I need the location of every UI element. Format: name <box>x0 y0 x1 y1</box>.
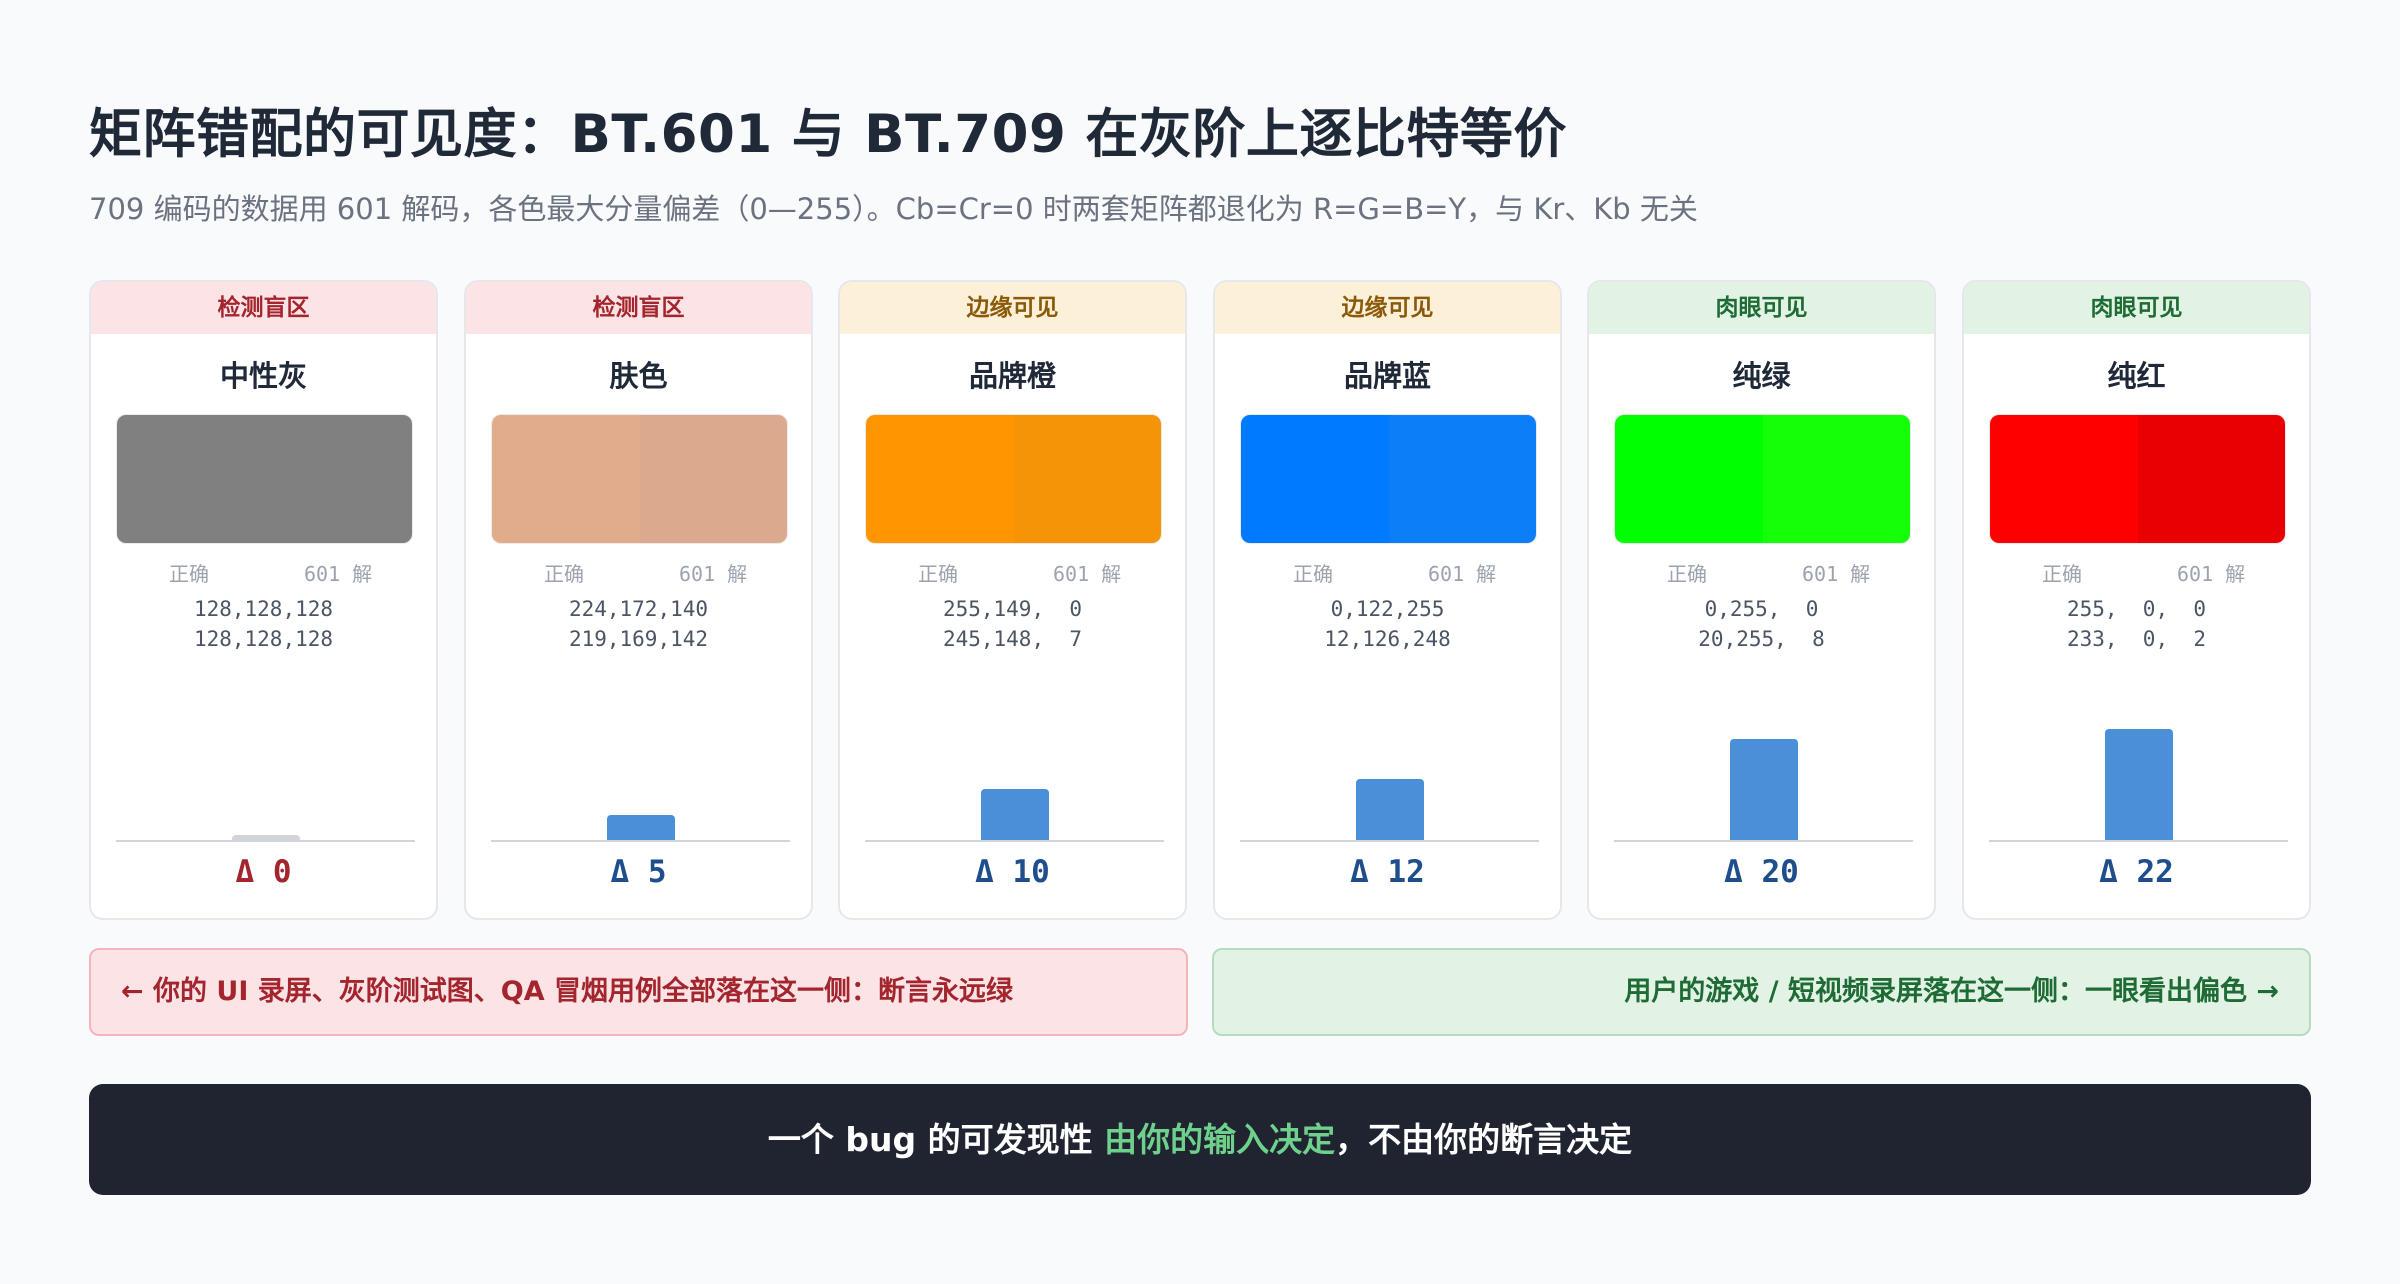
visibility-badge: 边缘可见 <box>840 282 1185 334</box>
label-correct: 正确 <box>918 562 958 586</box>
color-name: 肤色 <box>609 359 668 393</box>
visibility-badge: 肉眼可见 <box>1589 282 1934 334</box>
swatch-decoded <box>1388 415 1536 543</box>
color-swatch <box>1240 414 1537 544</box>
swatch-correct <box>117 415 265 543</box>
rgb-decoded: 219,169,142 <box>568 627 709 651</box>
bar-baseline <box>1989 840 2288 842</box>
visibility-badge: 检测盲区 <box>466 282 811 334</box>
rgb-values: 224,172,140 219,169,142 <box>466 594 811 654</box>
delta-value: Δ 20 <box>1724 854 1799 890</box>
rgb-correct: 255,149, 0 <box>942 597 1083 621</box>
callout-visible-side: 用户的游戏 / 短视频录屏落在这一侧：一眼看出偏色 → <box>1212 948 2311 1036</box>
color-card: 检测盲区肤色正确 601 解 224,172,140 219,169,142 Δ 5 <box>464 280 813 920</box>
swatch-decoded <box>639 415 787 543</box>
rgb-correct: 0,255, 0 <box>1704 597 1819 621</box>
delta-bar <box>981 789 1049 840</box>
delta-bar-area <box>865 722 1164 842</box>
color-name: 品牌蓝 <box>1343 359 1431 393</box>
swatch-correct <box>1615 415 1763 543</box>
delta-value: Δ 5 <box>610 854 667 890</box>
color-card: 检测盲区中性灰正确 601 解 128,128,128 128,128,128 Δ 0 <box>89 280 438 920</box>
rgb-values: 128,128,128 128,128,128 <box>91 594 436 654</box>
bar-baseline <box>1614 840 1913 842</box>
label-correct: 正确 <box>2042 562 2082 586</box>
bar-baseline <box>865 840 1164 842</box>
delta-bar <box>232 835 300 840</box>
rgb-decoded: 12,126,248 <box>1324 627 1451 651</box>
color-card: 肉眼可见纯红正确 601 解 255, 0, 0 233, 0, 2 Δ 22 <box>1962 280 2311 920</box>
rgb-values: 255,149, 0 245,148, 7 <box>840 594 1185 654</box>
label-decoded: 601 解 <box>1802 562 1871 586</box>
label-correct: 正确 <box>1667 562 1707 586</box>
swatch-correct <box>1990 415 2138 543</box>
delta-bar <box>607 815 675 840</box>
delta-bar-area <box>116 722 415 842</box>
swatch-correct <box>1241 415 1389 543</box>
rgb-decoded: 233, 0, 2 <box>2066 627 2207 651</box>
visibility-badge: 边缘可见 <box>1215 282 1560 334</box>
color-name: 纯绿 <box>1732 359 1791 393</box>
rgb-correct: 224,172,140 <box>568 597 709 621</box>
bar-baseline <box>491 840 790 842</box>
footer-highlight: 由你的输入决定 <box>1104 1120 1336 1159</box>
color-name: 品牌橙 <box>968 359 1056 393</box>
label-decoded: 601 解 <box>1428 562 1497 586</box>
delta-value: Δ 0 <box>235 854 292 890</box>
swatch-correct <box>866 415 1014 543</box>
color-card: 肉眼可见纯绿正确 601 解 0,255, 0 20,255, 8 Δ 20 <box>1587 280 1936 920</box>
rgb-correct: 0,122,255 <box>1330 597 1445 621</box>
page-title: 矩阵错配的可见度：BT.601 与 BT.709 在灰阶上逐比特等价 <box>89 104 1567 165</box>
label-decoded: 601 解 <box>1053 562 1122 586</box>
swatch-correct <box>492 415 640 543</box>
swatch-decoded <box>2137 415 2285 543</box>
label-correct: 正确 <box>1293 562 1333 586</box>
delta-bar-area <box>491 722 790 842</box>
color-name: 中性灰 <box>219 359 307 393</box>
delta-bar-area <box>1989 722 2288 842</box>
swatch-decoded <box>264 415 412 543</box>
label-decoded: 601 解 <box>679 562 748 586</box>
rgb-decoded: 128,128,128 <box>193 627 334 651</box>
rgb-correct: 255, 0, 0 <box>2066 597 2207 621</box>
footer-banner: 一个 bug 的可发现性 由你的输入决定，不由你的断言决定 <box>89 1084 2311 1195</box>
delta-bar-area <box>1614 722 1913 842</box>
color-swatch <box>491 414 788 544</box>
rgb-correct: 128,128,128 <box>193 597 334 621</box>
label-decoded: 601 解 <box>304 562 373 586</box>
rgb-decoded: 20,255, 8 <box>1698 627 1825 651</box>
bar-baseline <box>1240 840 1539 842</box>
delta-bar <box>1356 779 1424 840</box>
swatch-decoded <box>1013 415 1161 543</box>
label-correct: 正确 <box>544 562 584 586</box>
footer-prefix: 一个 bug 的可发现性 <box>767 1120 1105 1159</box>
color-name: 纯红 <box>2107 359 2166 393</box>
rgb-decoded: 245,148, 7 <box>942 627 1083 651</box>
rgb-values: 255, 0, 0 233, 0, 2 <box>1964 594 2309 654</box>
color-swatch <box>865 414 1162 544</box>
delta-bar <box>1730 739 1798 840</box>
color-card: 边缘可见品牌橙正确 601 解 255,149, 0 245,148, 7 Δ 10 <box>838 280 1187 920</box>
delta-bar-area <box>1240 722 1539 842</box>
swatch-decoded <box>1762 415 1910 543</box>
color-swatch <box>1989 414 2286 544</box>
rgb-values: 0,122,255 12,126,248 <box>1215 594 1560 654</box>
delta-bar <box>2105 729 2173 840</box>
visibility-badge: 肉眼可见 <box>1964 282 2309 334</box>
visibility-badge: 检测盲区 <box>91 282 436 334</box>
page-subtitle: 709 编码的数据用 601 解码，各色最大分量偏差（0—255）。Cb=Cr=… <box>89 192 1698 226</box>
color-card: 边缘可见品牌蓝正确 601 解 0,122,255 12,126,248 Δ 12 <box>1213 280 1562 920</box>
footer-suffix: ，不由你的断言决定 <box>1335 1120 1633 1159</box>
bar-baseline <box>116 840 415 842</box>
label-decoded: 601 解 <box>2177 562 2246 586</box>
callout-blind-side: ← 你的 UI 录屏、灰阶测试图、QA 冒烟用例全部落在这一侧：断言永远绿 <box>89 948 1188 1036</box>
rgb-values: 0,255, 0 20,255, 8 <box>1589 594 1934 654</box>
delta-value: Δ 10 <box>975 854 1050 890</box>
color-swatch <box>1614 414 1911 544</box>
delta-value: Δ 12 <box>1350 854 1425 890</box>
color-swatch <box>116 414 413 544</box>
label-correct: 正确 <box>169 562 209 586</box>
delta-value: Δ 22 <box>2099 854 2174 890</box>
